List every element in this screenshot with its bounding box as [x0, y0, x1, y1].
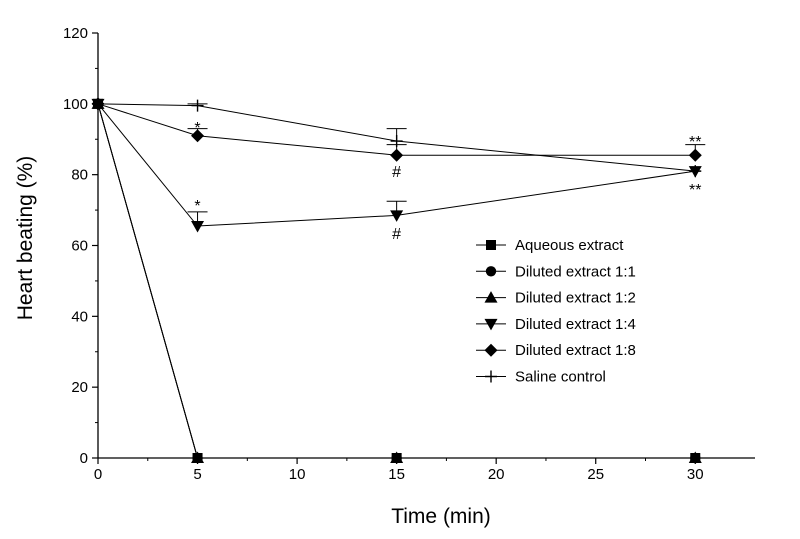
data-point [688, 148, 702, 162]
data-point [191, 129, 205, 143]
legend-item: Saline control [476, 369, 606, 386]
series-line [97, 103, 696, 172]
legend-label: Diluted extract 1:2 [515, 290, 636, 307]
x-tick-label: 10 [289, 466, 306, 483]
legend-marker [485, 370, 497, 383]
series-6 [92, 97, 702, 178]
data-point [191, 99, 204, 112]
y-tick-label: 60 [71, 238, 88, 255]
legend-item: Aqueous extract [476, 237, 624, 254]
y-tick-label: 0 [80, 450, 88, 467]
significance-mark: # [392, 226, 401, 243]
y-tick-label: 40 [71, 308, 88, 325]
data-point [689, 165, 702, 178]
data-point [191, 221, 205, 233]
legend-label: Saline control [515, 369, 606, 386]
legend-marker [485, 266, 497, 277]
data-point [390, 148, 404, 162]
legend-marker [484, 343, 498, 357]
significance-mark: ** [689, 182, 701, 199]
legend-label: Diluted extract 1:4 [515, 316, 636, 333]
y-tick-label: 100 [63, 96, 88, 113]
legend-marker [484, 318, 498, 331]
data-point [390, 451, 404, 463]
y-axis-title: Heart beating (%) [14, 156, 37, 321]
significance-mark: # [392, 164, 401, 181]
y-tick-label: 80 [71, 167, 88, 184]
data-point [191, 451, 205, 463]
axes: 0 5 10 15 20 25 30 0 20 40 60 80 100 120 [63, 25, 755, 483]
legend-marker [486, 240, 496, 250]
y-tick-label: 120 [63, 25, 88, 42]
legend-marker [484, 291, 498, 303]
legend: Aqueous extract Diluted extract 1:1 Dilute… [476, 237, 636, 386]
x-axis-title: Time (min) [391, 505, 491, 528]
x-tick-label: 25 [587, 466, 604, 483]
legend-label: Aqueous extract [515, 237, 624, 254]
legend-label: Diluted extract 1:1 [515, 263, 636, 280]
x-tick-label: 5 [193, 466, 201, 483]
data-point [390, 135, 403, 148]
significance-mark: * [194, 120, 200, 137]
series-5 [91, 97, 706, 162]
data-point [92, 97, 104, 110]
data-point [390, 210, 404, 222]
series-line [97, 103, 696, 227]
y-tick-label: 20 [71, 379, 88, 396]
significance-mark: ** [689, 134, 701, 151]
legend-item: Diluted extract 1:4 [476, 316, 636, 333]
x-tick-label: 0 [94, 466, 102, 483]
x-tick-label: 20 [488, 466, 505, 483]
legend-item: Diluted extract 1:1 [476, 263, 636, 280]
series-layer [91, 97, 706, 464]
legend-item: Diluted extract 1:2 [476, 290, 636, 307]
legend-item: Diluted extract 1:8 [476, 342, 636, 359]
series-line [97, 103, 696, 156]
annotations: **##**** [194, 120, 701, 243]
data-point [688, 451, 702, 463]
legend-label: Diluted extract 1:8 [515, 342, 636, 359]
series-line [97, 103, 696, 459]
significance-mark: * [194, 198, 200, 215]
x-tick-label: 15 [388, 466, 405, 483]
x-tick-label: 30 [687, 466, 704, 483]
